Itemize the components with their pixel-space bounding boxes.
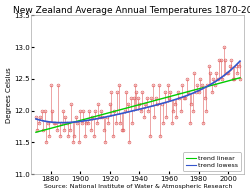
Y-axis label: Degrees Celsius: Degrees Celsius [6,67,12,123]
X-axis label: Source: National Institute of Water & Atmospheric Research: Source: National Institute of Water & At… [44,184,232,190]
Legend: trend linear, trend lowess: trend linear, trend lowess [183,152,241,171]
Title: New Zealand Average Annual Temperatures 1870-2008: New Zealand Average Annual Temperatures … [12,5,250,15]
